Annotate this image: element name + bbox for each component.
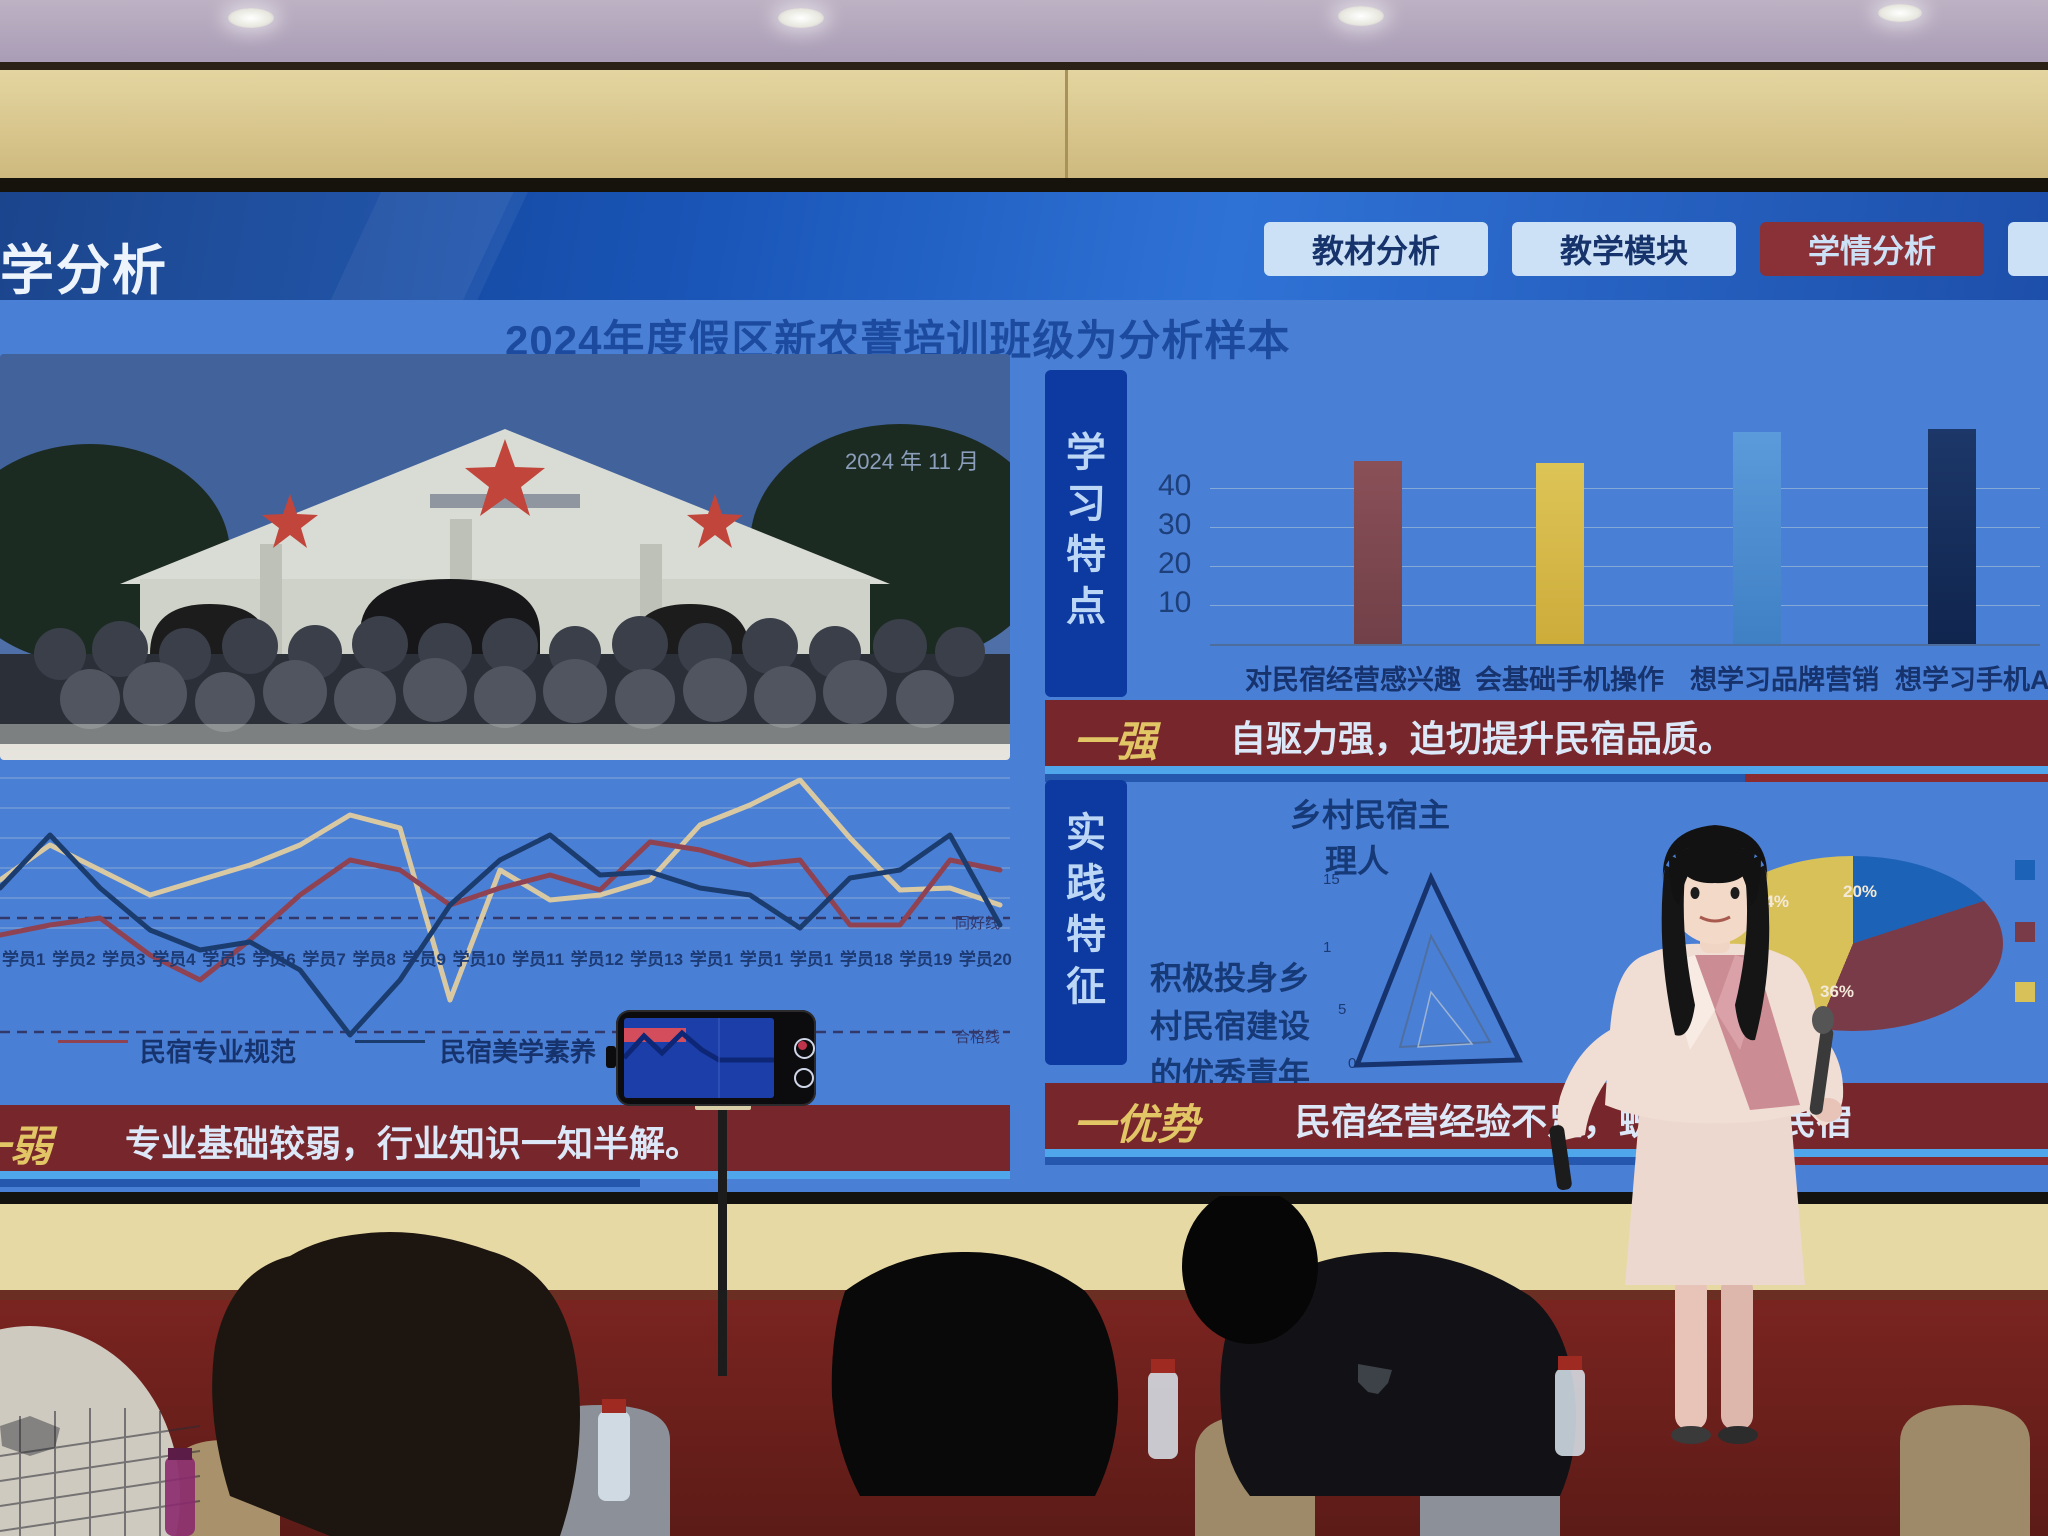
svg-text:1: 1 xyxy=(1323,939,1331,956)
svg-text:2024 年 11 月: 2024 年 11 月 xyxy=(845,449,979,474)
svg-text:合格线: 合格线 xyxy=(955,1029,1000,1046)
svg-text:15: 15 xyxy=(1323,872,1340,888)
svg-text:5: 5 xyxy=(1338,1001,1346,1018)
